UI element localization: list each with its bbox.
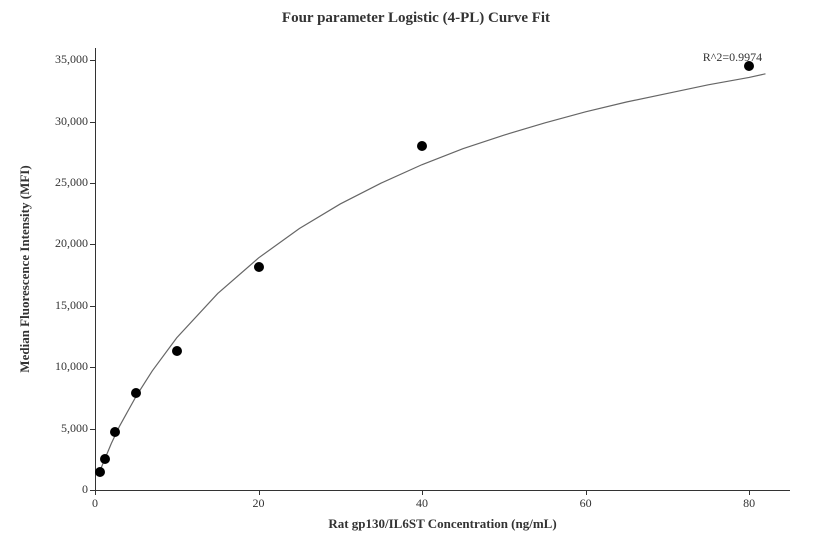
- data-point: [131, 388, 141, 398]
- data-point: [100, 454, 110, 464]
- plot-area: [95, 48, 790, 490]
- y-tick-mark: [90, 306, 95, 307]
- y-tick-label: 30,000: [40, 114, 88, 129]
- fit-curve: [95, 48, 790, 490]
- y-tick-label: 0: [40, 482, 88, 497]
- y-tick-label: 25,000: [40, 175, 88, 190]
- y-axis-label: Median Fluorescence Intensity (MFI): [17, 149, 33, 389]
- x-tick-label: 80: [729, 496, 769, 511]
- x-tick-label: 60: [566, 496, 606, 511]
- y-tick-mark: [90, 60, 95, 61]
- data-point: [95, 467, 105, 477]
- x-tick-mark: [749, 490, 750, 495]
- data-point: [417, 141, 427, 151]
- x-tick-label: 0: [75, 496, 115, 511]
- x-tick-label: 40: [402, 496, 442, 511]
- chart-title: Four parameter Logistic (4-PL) Curve Fit: [0, 10, 832, 27]
- y-tick-label: 15,000: [40, 298, 88, 313]
- y-tick-mark: [90, 244, 95, 245]
- y-tick-label: 20,000: [40, 236, 88, 251]
- y-tick-label: 35,000: [40, 52, 88, 67]
- y-tick-mark: [90, 122, 95, 123]
- data-point: [744, 61, 754, 71]
- x-tick-mark: [586, 490, 587, 495]
- x-tick-label: 20: [239, 496, 279, 511]
- y-tick-mark: [90, 429, 95, 430]
- x-axis-label: Rat gp130/IL6ST Concentration (ng/mL): [293, 516, 593, 532]
- x-tick-mark: [95, 490, 96, 495]
- chart-container: Four parameter Logistic (4-PL) Curve Fit…: [0, 0, 832, 560]
- y-tick-label: 10,000: [40, 359, 88, 374]
- data-point: [254, 262, 264, 272]
- y-tick-mark: [90, 183, 95, 184]
- x-axis-line: [95, 490, 790, 491]
- data-point: [110, 427, 120, 437]
- x-tick-mark: [259, 490, 260, 495]
- y-tick-label: 5,000: [40, 421, 88, 436]
- data-point: [172, 346, 182, 356]
- x-tick-mark: [422, 490, 423, 495]
- y-tick-mark: [90, 367, 95, 368]
